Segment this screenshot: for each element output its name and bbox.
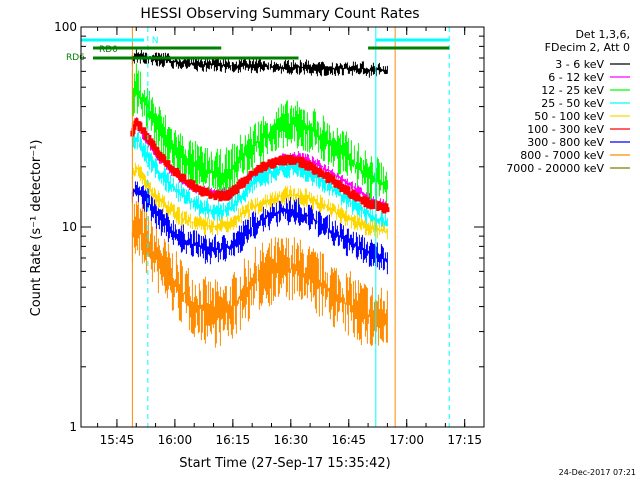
legend-entry-label: 100 - 300 keV xyxy=(527,123,604,136)
x-tick-label: 17:15 xyxy=(447,433,482,447)
series-group xyxy=(130,49,390,348)
x-tick-label: 16:30 xyxy=(274,433,309,447)
x-tick-label: 16:00 xyxy=(158,433,193,447)
rd6-label: RD6 xyxy=(66,53,85,63)
legend-entry-label: 800 - 7000 keV xyxy=(520,149,604,162)
legend-entry-label: 7000 - 20000 keV xyxy=(506,162,604,175)
legend-entry-label: 25 - 50 keV xyxy=(541,97,604,110)
n-label: N xyxy=(152,36,159,46)
legend-entry-label: 300 - 800 keV xyxy=(527,136,604,149)
legend-entry-label: 3 - 6 keV xyxy=(555,58,604,71)
data-layer xyxy=(130,49,390,348)
legend-header-line-2: FDecim 2, Att 0 xyxy=(545,41,630,54)
footer-date: 24-Dec-2017 07:21 xyxy=(559,468,636,477)
annotation-layer: RD0 RD6 N xyxy=(66,27,450,427)
y-tick-label: 10 xyxy=(62,220,77,234)
x-tick-label: 16:15 xyxy=(216,433,251,447)
rd0-label: RD0 xyxy=(99,45,118,55)
y-tick-label: 100 xyxy=(54,20,77,34)
x-tick-label: 16:45 xyxy=(331,433,366,447)
x-axis-label: Start Time (27-Sep-17 15:35:42) xyxy=(179,456,390,471)
legend-header-line-1: Det 1,3,6, xyxy=(575,28,630,41)
legend-entry-label: 6 - 12 keV xyxy=(548,71,604,84)
y-axis-label: Count Rate (s⁻¹ detector⁻¹) xyxy=(29,140,44,317)
legend-entry-label: 12 - 25 keV xyxy=(541,84,604,97)
y-tick-label: 1 xyxy=(69,420,77,434)
x-tick-label: 15:45 xyxy=(100,433,135,447)
legend-entry-label: 50 - 100 keV xyxy=(534,110,604,123)
chart-title: HESSI Observing Summary Count Rates xyxy=(140,6,419,22)
x-tick-label: 17:00 xyxy=(389,433,424,447)
axis-layer: 15:45 16:00 16:15 16:30 16:45 17:00 17:15 1 10 10… xyxy=(54,20,485,447)
